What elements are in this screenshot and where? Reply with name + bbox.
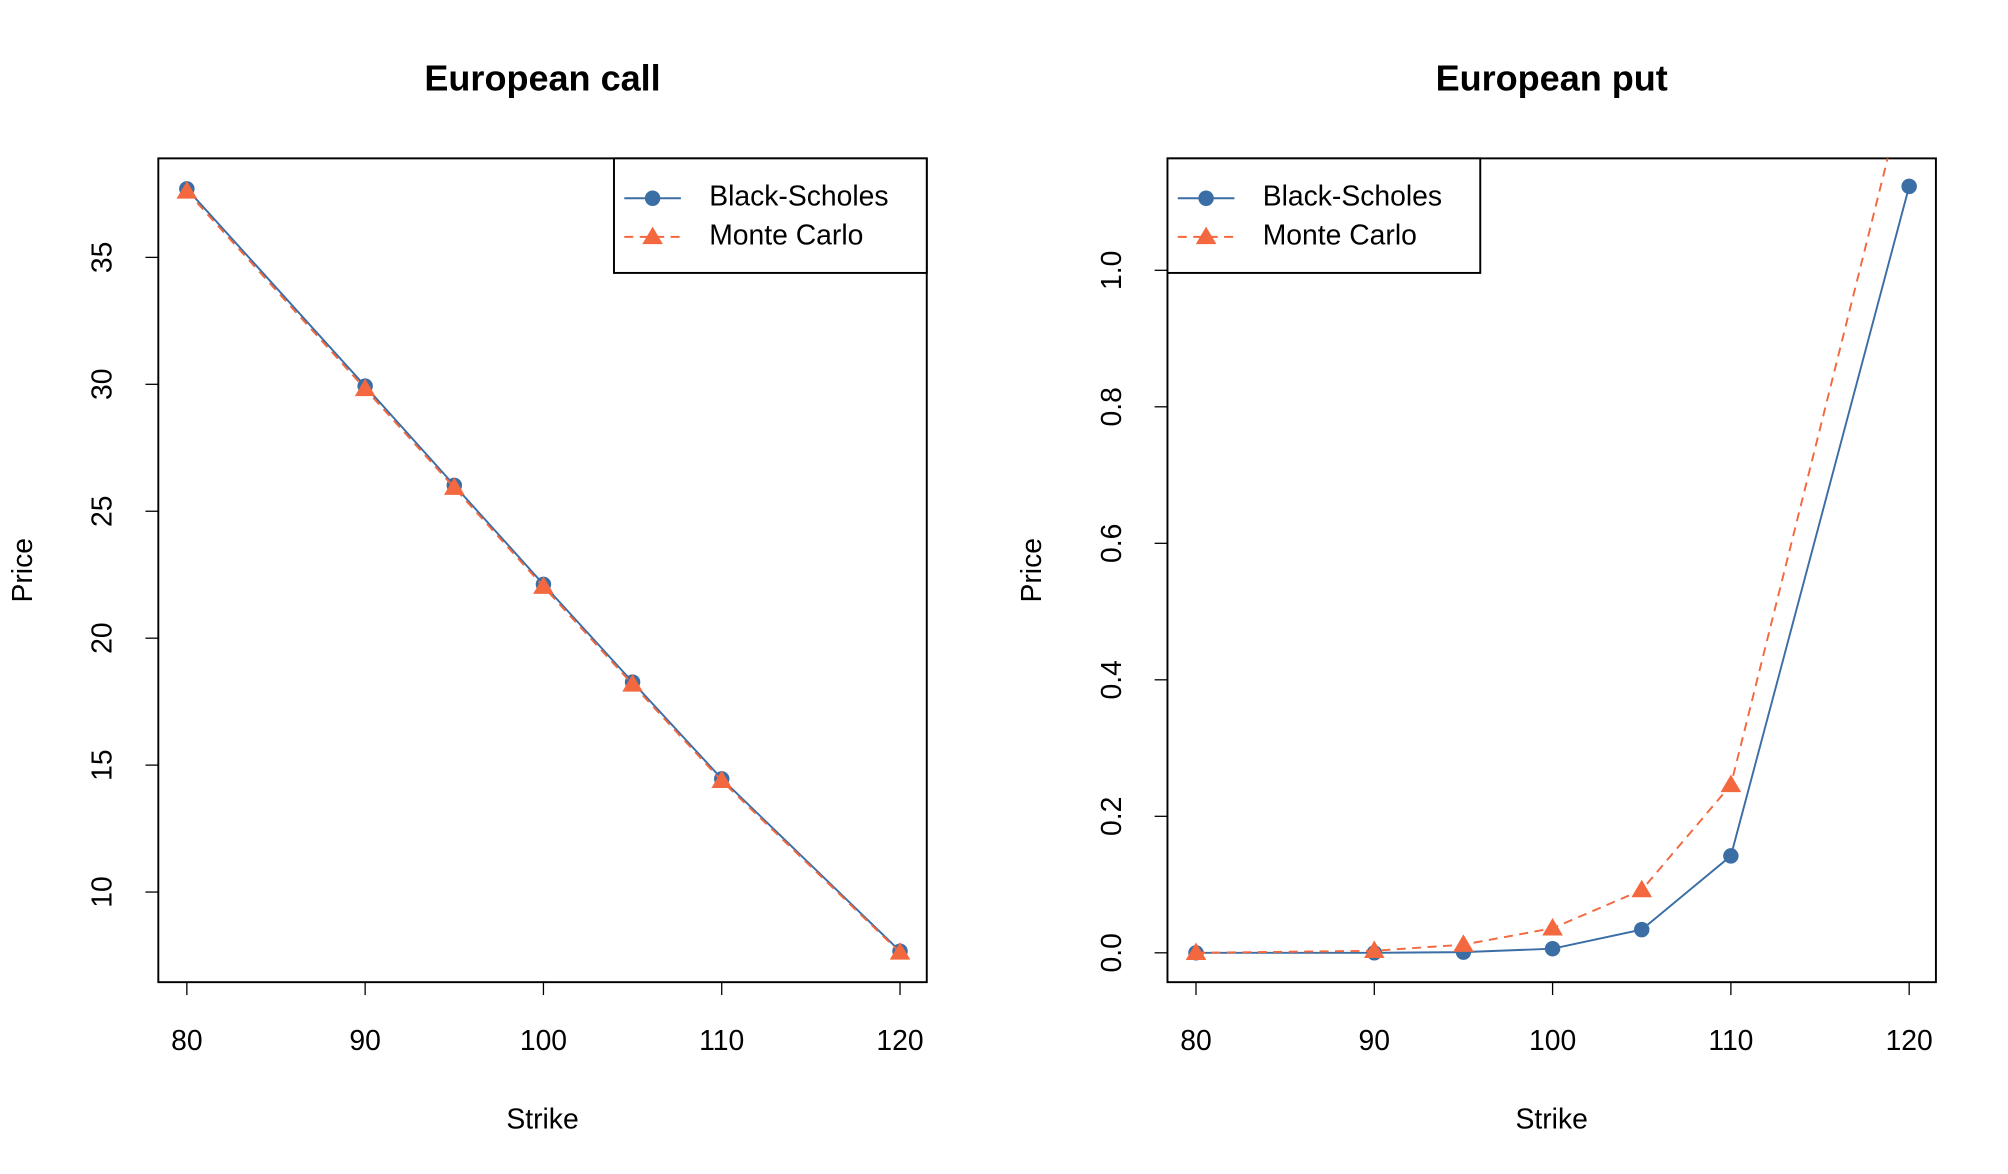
marker [1634,921,1650,938]
legend-label: Monte Carlo [1263,218,1417,250]
series-line [186,188,901,952]
x-tick-label: 110 [699,1024,744,1056]
x-tick-label: 100 [520,1024,567,1056]
y-tick-label: 0.0 [1095,933,1127,972]
x-tick-label: 90 [1359,1024,1390,1056]
y-tick-label: 0.6 [1095,524,1127,563]
y-tick-label: 15 [86,749,118,780]
marker [1720,774,1742,793]
marker [443,477,465,495]
legend-frame [613,157,928,274]
x-tick-label: 80 [1180,1024,1211,1056]
marker [176,181,198,199]
legend: Black-Scholes Monte Carlo [1166,157,1482,274]
y-tick-label: 20 [86,622,118,653]
series-group [176,181,911,960]
marker [1195,226,1217,245]
y-axis-label: Price [6,538,38,602]
legend-frame [1166,157,1482,274]
legend-label: Black-Scholes [1263,180,1442,212]
marker [1544,940,1561,957]
marker [642,226,663,245]
marker [1542,917,1563,936]
marker [1198,190,1214,206]
marker [622,674,643,692]
series-line [186,190,901,954]
plot: European put Strike Price 80 90 100 110 120 0.0 0… [1015,58,1937,1135]
marker [1899,62,1920,80]
y-tick-label: 0.2 [1095,797,1127,836]
marker [1185,942,1207,961]
y-tick-label: 30 [86,369,118,400]
marker [711,770,733,789]
legend-label: Black-Scholes [709,180,888,212]
series-group [1185,62,1920,961]
y-axis-label: Price [1015,538,1047,602]
x-tick-label: 90 [349,1024,380,1056]
plot-frame [1166,157,1937,984]
chart-title: European call [424,58,660,99]
marker [1723,848,1739,864]
series-line [1195,186,1911,954]
marker [354,378,376,397]
y-tick-label: 1.0 [1095,251,1127,290]
plot: European call Strike Price 80 90 100 110 120 10 1… [6,58,928,1135]
y-tick-label: 10 [86,876,118,907]
y-tick-label: 25 [86,496,118,527]
y-tick-label: 35 [86,242,118,273]
x-tick-label: 80 [171,1024,202,1056]
x-tick-label: 120 [876,1024,923,1056]
marker [1453,934,1474,952]
plot-frame [157,157,928,984]
x-tick-label: 120 [1886,1024,1933,1056]
marker [1901,178,1917,195]
marker [533,576,554,594]
legend: Black-Scholes Monte Carlo [613,157,928,274]
y-tick-label: 0.8 [1095,387,1127,426]
marker [889,942,911,960]
marker [1631,879,1653,898]
x-axis-label: Strike [506,1103,578,1135]
x-axis-label: Strike [1516,1103,1588,1135]
y-tick-label: 0.4 [1095,660,1127,699]
chart-title: European put [1436,58,1668,99]
x-tick-label: 110 [1708,1024,1753,1056]
marker [1363,940,1385,958]
x-tick-label: 100 [1529,1024,1576,1056]
marker [644,190,661,206]
legend-label: Monte Carlo [709,218,863,250]
